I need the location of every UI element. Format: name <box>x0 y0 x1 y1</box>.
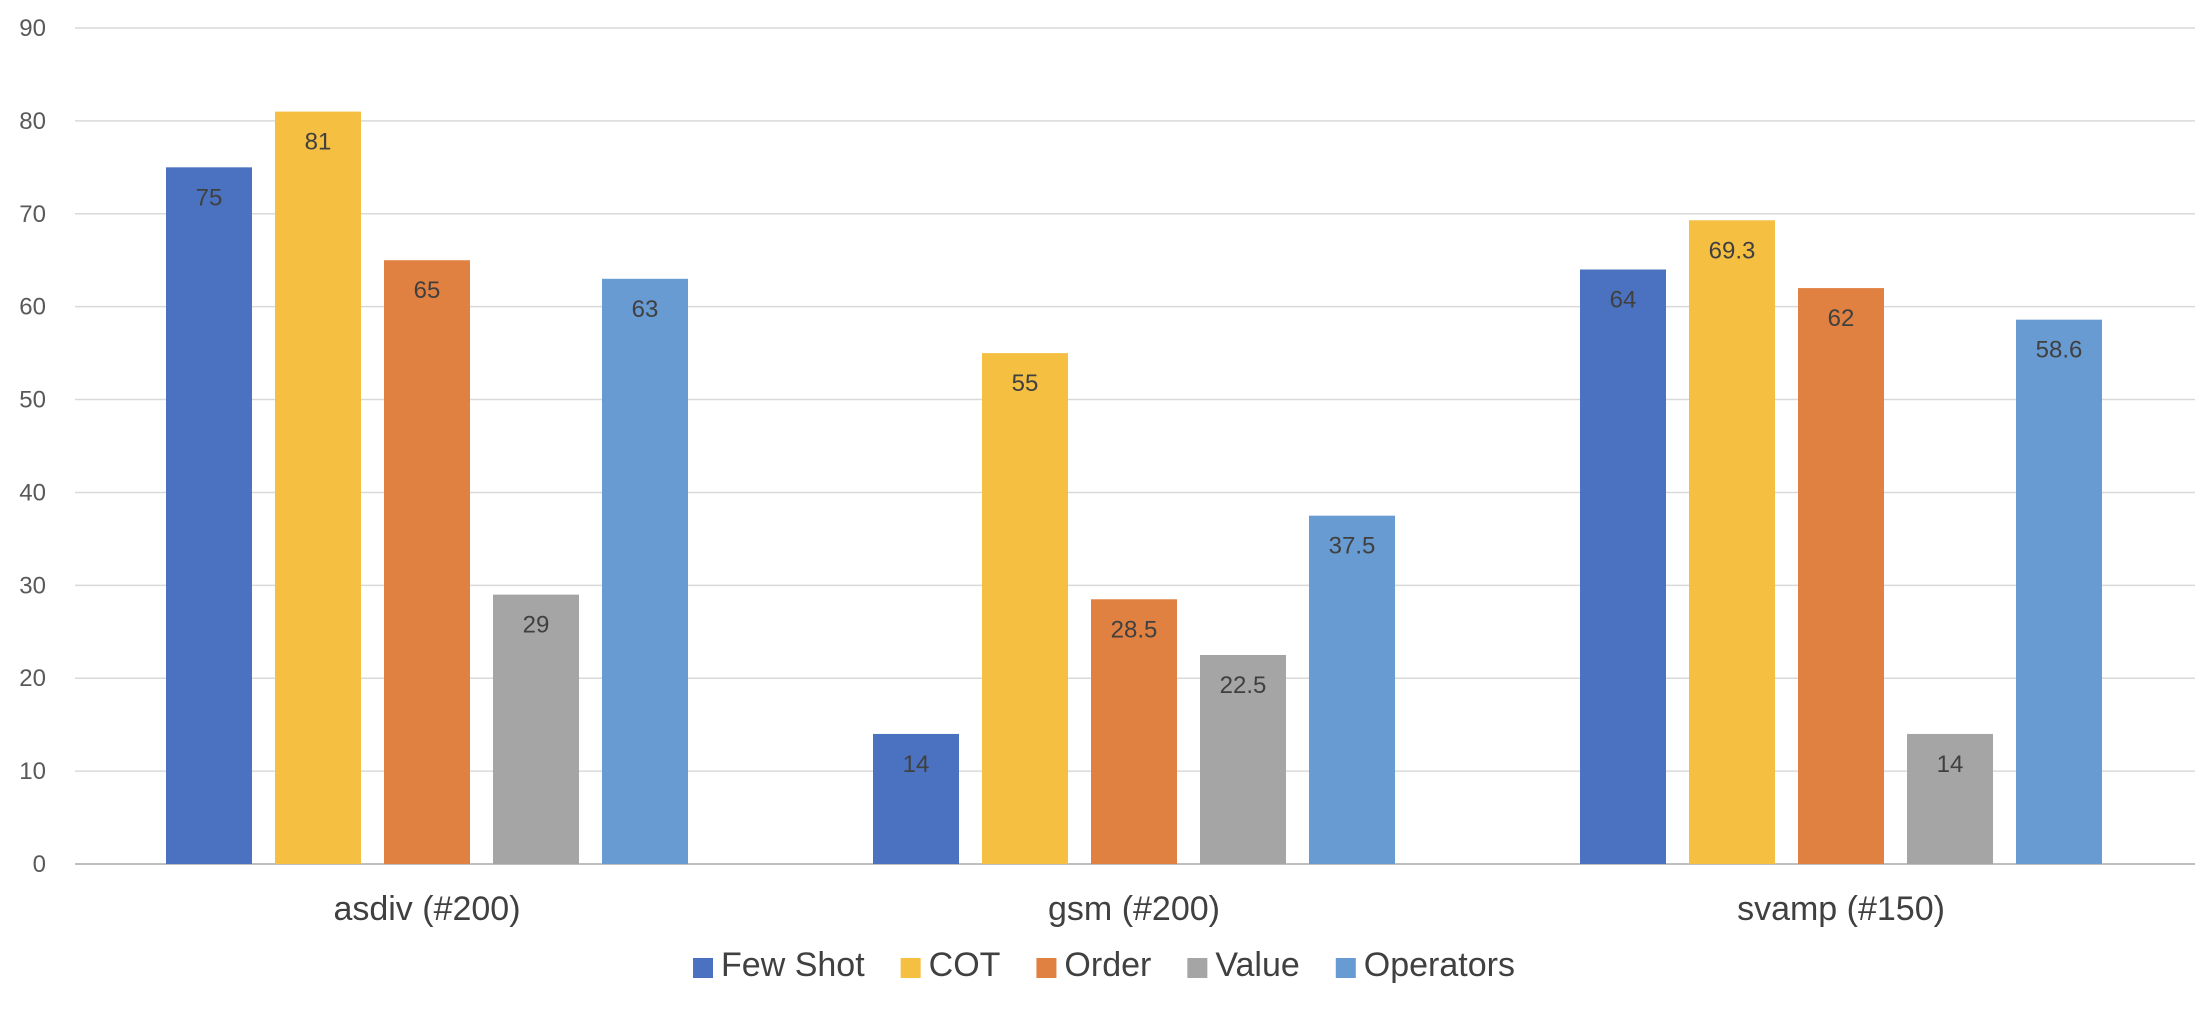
y-axis-tick-labels: 0 10 20 30 40 50 60 70 80 90 <box>19 15 46 878</box>
bar-cot-1 <box>982 353 1068 864</box>
data-label-few-shot-2: 64 <box>1610 287 1637 314</box>
bar-value-2 <box>1907 733 1993 864</box>
legend-item-order: Order <box>1036 946 1151 984</box>
legend-item-few-shot: Few Shot <box>693 946 865 984</box>
legend-swatch-few-shot <box>693 958 714 978</box>
bar-operators-1 <box>1309 515 1395 864</box>
y-tick-label-20: 20 <box>19 665 46 692</box>
category-label-0: asdiv (#200) <box>333 890 520 928</box>
data-label-value-1: 22.5 <box>1220 672 1267 699</box>
data-label-order-1: 28.5 <box>1111 616 1158 643</box>
bar-value-0 <box>493 594 579 864</box>
data-label-cot-1: 55 <box>1012 370 1039 397</box>
data-label-operators-2: 58.6 <box>2036 337 2083 364</box>
bar-order-0 <box>384 260 470 864</box>
bar-value-1 <box>1200 655 1286 864</box>
data-label-cot-0: 81 <box>305 129 332 156</box>
data-label-operators-1: 37.5 <box>1329 533 1376 560</box>
legend-item-value: Value <box>1187 946 1300 984</box>
legend-label-few-shot: Few Shot <box>721 946 865 984</box>
data-label-cot-2: 69.3 <box>1709 237 1756 264</box>
data-label-few-shot-1: 14 <box>903 751 930 778</box>
data-label-order-2: 62 <box>1828 305 1855 332</box>
bar-few-shot-2 <box>1580 269 1666 864</box>
y-tick-label-50: 50 <box>19 387 46 414</box>
data-labels: 75 81 65 29 63 14 55 28.5 22.5 37.5 64 69.3 62 14 58.6 <box>196 129 2083 778</box>
y-tick-label-90: 90 <box>19 15 46 42</box>
category-label-1: gsm (#200) <box>1048 890 1220 928</box>
legend-label-operators: Operators <box>1364 946 1515 984</box>
legend-swatch-value <box>1187 958 1208 978</box>
y-tick-label-80: 80 <box>19 108 46 135</box>
legend-swatch-operators <box>1335 958 1356 978</box>
data-label-few-shot-0: 75 <box>196 184 223 211</box>
bar-order-2 <box>1798 288 1884 865</box>
legend-label-value: Value <box>1215 946 1299 984</box>
legend-swatch-order <box>1036 958 1057 978</box>
y-tick-label-70: 70 <box>19 201 46 228</box>
bar-operators-0 <box>602 278 688 864</box>
legend-label-order: Order <box>1064 946 1151 984</box>
data-label-order-0: 65 <box>414 277 441 304</box>
y-tick-label-0: 0 <box>33 851 46 878</box>
y-tick-label-40: 40 <box>19 479 46 506</box>
bar-cot-0 <box>275 111 361 865</box>
data-label-value-2: 14 <box>1937 751 1964 778</box>
bar-cot-2 <box>1689 220 1775 864</box>
data-label-operators-0: 63 <box>632 296 659 323</box>
data-label-value-0: 29 <box>523 612 550 639</box>
y-tick-label-30: 30 <box>19 572 46 599</box>
legend-label-cot: COT <box>929 946 1001 984</box>
bar-order-1 <box>1091 599 1177 864</box>
bar-few-shot-1 <box>873 733 959 864</box>
legend: Few Shot COT Order Value Operators <box>693 946 1515 984</box>
x-axis-category-labels: asdiv (#200) gsm (#200) svamp (#150) <box>333 890 1944 928</box>
bars <box>166 111 2102 865</box>
y-tick-label-10: 10 <box>19 758 46 785</box>
legend-item-operators: Operators <box>1335 946 1515 984</box>
category-label-2: svamp (#150) <box>1737 890 1945 928</box>
bar-few-shot-0 <box>166 167 252 865</box>
legend-item-cot: COT <box>900 946 1001 984</box>
bar-operators-2 <box>2016 319 2102 864</box>
legend-swatch-cot <box>900 958 921 978</box>
y-tick-label-60: 60 <box>19 294 46 321</box>
